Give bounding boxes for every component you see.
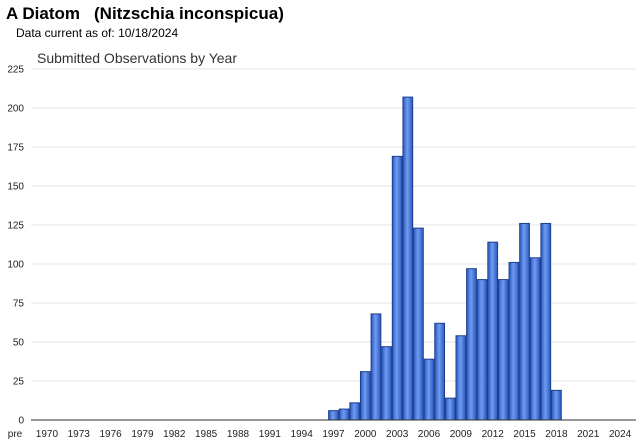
y-tick-label-100: 100 xyxy=(7,260,24,271)
bar-2002 xyxy=(381,346,392,421)
bar-2003 xyxy=(391,155,403,421)
scientific-name: (Nitzschia inconspicua) xyxy=(94,4,284,23)
x-tick-label-2006: 2006 xyxy=(418,429,441,440)
y-tick-label-175: 175 xyxy=(7,143,24,154)
x-tick-label-1985: 1985 xyxy=(195,429,218,440)
x-tick-label-2021: 2021 xyxy=(577,429,600,440)
y-axis-ticks: 0 25 50 75 100 125 150 175 200 225 xyxy=(7,65,24,427)
y-tick-label-150: 150 xyxy=(7,182,24,193)
bar-1997 xyxy=(328,410,339,421)
x-tick-label-1979: 1979 xyxy=(131,429,154,440)
bar-1998 xyxy=(338,408,350,421)
bar-2012 xyxy=(487,241,499,421)
chart-title: Submitted Observations by Year xyxy=(37,50,237,66)
x-tick-label-1976: 1976 xyxy=(99,429,122,440)
bar-2011 xyxy=(476,279,488,421)
bar-2005 xyxy=(413,227,424,421)
x-tick-label-1970: 1970 xyxy=(36,429,59,440)
bar-2016 xyxy=(529,257,541,421)
bar-2013 xyxy=(497,279,509,421)
x-tick-label-2003: 2003 xyxy=(386,429,409,440)
x-tick-label-2009: 2009 xyxy=(450,429,473,440)
x-tick-label-2018: 2018 xyxy=(545,429,568,440)
x-tick-label-2015: 2015 xyxy=(513,429,536,440)
bar-2017 xyxy=(540,222,552,421)
x-tick-label-1988: 1988 xyxy=(227,429,250,440)
bar-2000 xyxy=(359,371,371,421)
data-current-date: Data current as of: 10/18/2024 xyxy=(16,26,178,40)
y-tick-label-200: 200 xyxy=(7,104,24,115)
bar-2018 xyxy=(551,389,562,421)
x-tick-label-2000: 2000 xyxy=(354,429,377,440)
bar-2014 xyxy=(508,261,520,421)
x-tick-label-1973: 1973 xyxy=(68,429,91,440)
bar-1999 xyxy=(349,402,361,421)
common-name: A Diatom xyxy=(6,4,80,23)
x-tick-label-2012: 2012 xyxy=(482,429,505,440)
y-tick-label-225: 225 xyxy=(7,65,24,76)
page-title: A Diatom (Nitzschia inconspicua) xyxy=(6,4,284,24)
y-tick-label-75: 75 xyxy=(13,299,25,310)
bar-2007 xyxy=(434,322,446,421)
date-label: Data current as of: xyxy=(16,26,115,40)
x-tick-label-pre: pre xyxy=(8,429,23,440)
bars xyxy=(328,96,562,421)
y-tick-label-50: 50 xyxy=(13,338,25,349)
date-value: 10/18/2024 xyxy=(118,26,179,40)
bar-2001 xyxy=(370,313,382,421)
bar-2004 xyxy=(402,96,414,421)
x-tick-label-1982: 1982 xyxy=(163,429,186,440)
x-axis-ticks: pre 1970 1973 1976 1979 1982 1985 1988 1991 1994 1… xyxy=(8,429,632,440)
bar-2009 xyxy=(455,335,467,421)
bar-2008 xyxy=(444,397,456,421)
x-tick-label-1997: 1997 xyxy=(322,429,345,440)
x-tick-label-1994: 1994 xyxy=(291,429,314,440)
bar-2006 xyxy=(423,358,435,421)
x-tick-label-1991: 1991 xyxy=(259,429,282,440)
bar-2010 xyxy=(466,268,477,421)
y-tick-label-25: 25 xyxy=(13,377,25,388)
y-tick-label-0: 0 xyxy=(18,416,24,427)
bar-2015 xyxy=(519,222,530,421)
x-tick-label-2024: 2024 xyxy=(609,429,632,440)
y-tick-label-125: 125 xyxy=(7,221,24,232)
